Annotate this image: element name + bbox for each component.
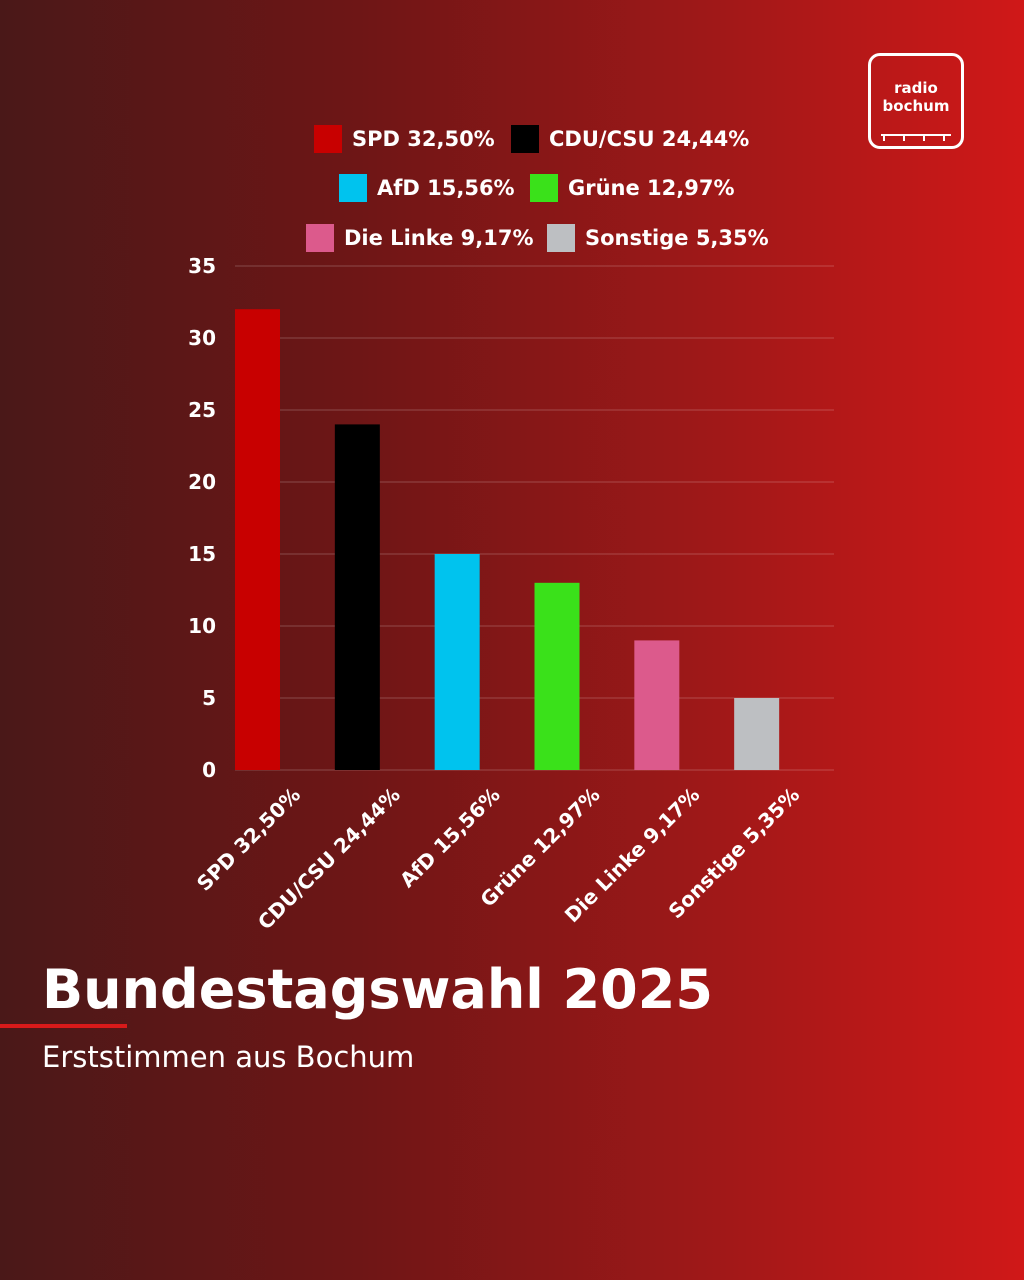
legend-item-spd: SPD 32,50% xyxy=(314,125,495,153)
legend-label: AfD 15,56% xyxy=(377,176,515,200)
y-tick-label: 35 xyxy=(188,254,216,278)
logo-line-radio: radio xyxy=(894,79,938,97)
logo-ruler-tick xyxy=(883,134,885,141)
legend-label: Die Linke 9,17% xyxy=(344,226,534,250)
bar xyxy=(534,582,580,770)
y-tick-label: 5 xyxy=(202,686,216,710)
y-tick-label: 0 xyxy=(202,758,216,782)
y-tick-label: 25 xyxy=(188,398,216,422)
x-tick-label: AfD 15,56% xyxy=(395,783,505,893)
y-tick-label: 20 xyxy=(188,470,216,494)
bar xyxy=(434,554,480,770)
legend-label: SPD 32,50% xyxy=(352,127,495,151)
legend-label: Sonstige 5,35% xyxy=(585,226,769,250)
legend-item-die-linke: Die Linke 9,17% xyxy=(306,224,534,252)
bar xyxy=(334,424,380,770)
legend-swatch xyxy=(306,224,334,252)
bar xyxy=(235,309,280,770)
bar xyxy=(734,698,780,770)
logo-ruler-tick xyxy=(903,134,905,141)
legend-item-afd: AfD 15,56% xyxy=(339,174,515,202)
legend-item-gruene: Grüne 12,97% xyxy=(530,174,735,202)
legend-label: CDU/CSU 24,44% xyxy=(549,127,750,151)
legend-swatch xyxy=(530,174,558,202)
legend-item-cdu-csu: CDU/CSU 24,44% xyxy=(511,125,749,153)
radio-bochum-logo: radio bochum xyxy=(868,53,964,149)
page-subtitle: Erststimmen aus Bochum xyxy=(42,1040,415,1074)
x-axis-ticks: SPD 32,50%CDU/CSU 24,44%AfD 15,56%Grüne … xyxy=(192,783,804,935)
y-axis-ticks: 0 5 10 15 20 25 30 35 xyxy=(188,254,216,782)
logo-ruler-tick xyxy=(943,134,945,141)
bar-chart: 0 5 10 15 20 25 30 35 SPD 32,50%CDU/CSU 24,44%A… xyxy=(188,254,804,935)
logo-ruler xyxy=(881,134,951,136)
bar xyxy=(634,640,680,770)
legend-swatch xyxy=(511,125,539,153)
legend-label: Grüne 12,97% xyxy=(568,176,735,200)
page-title: Bundestagswahl 2025 xyxy=(42,958,713,1021)
legend-swatch xyxy=(339,174,367,202)
legend-swatch xyxy=(314,125,342,153)
y-tick-label: 15 xyxy=(188,542,216,566)
logo-line-bochum: bochum xyxy=(882,97,950,115)
y-tick-label: 30 xyxy=(188,326,216,350)
y-tick-label: 10 xyxy=(188,614,216,638)
legend-swatch xyxy=(547,224,575,252)
legend-item-sonstige: Sonstige 5,35% xyxy=(547,224,769,252)
x-tick-label: SPD 32,50% xyxy=(192,783,305,896)
logo-ruler-tick xyxy=(923,134,925,141)
chart-bars xyxy=(235,309,780,770)
title-accent-line xyxy=(0,1024,127,1028)
